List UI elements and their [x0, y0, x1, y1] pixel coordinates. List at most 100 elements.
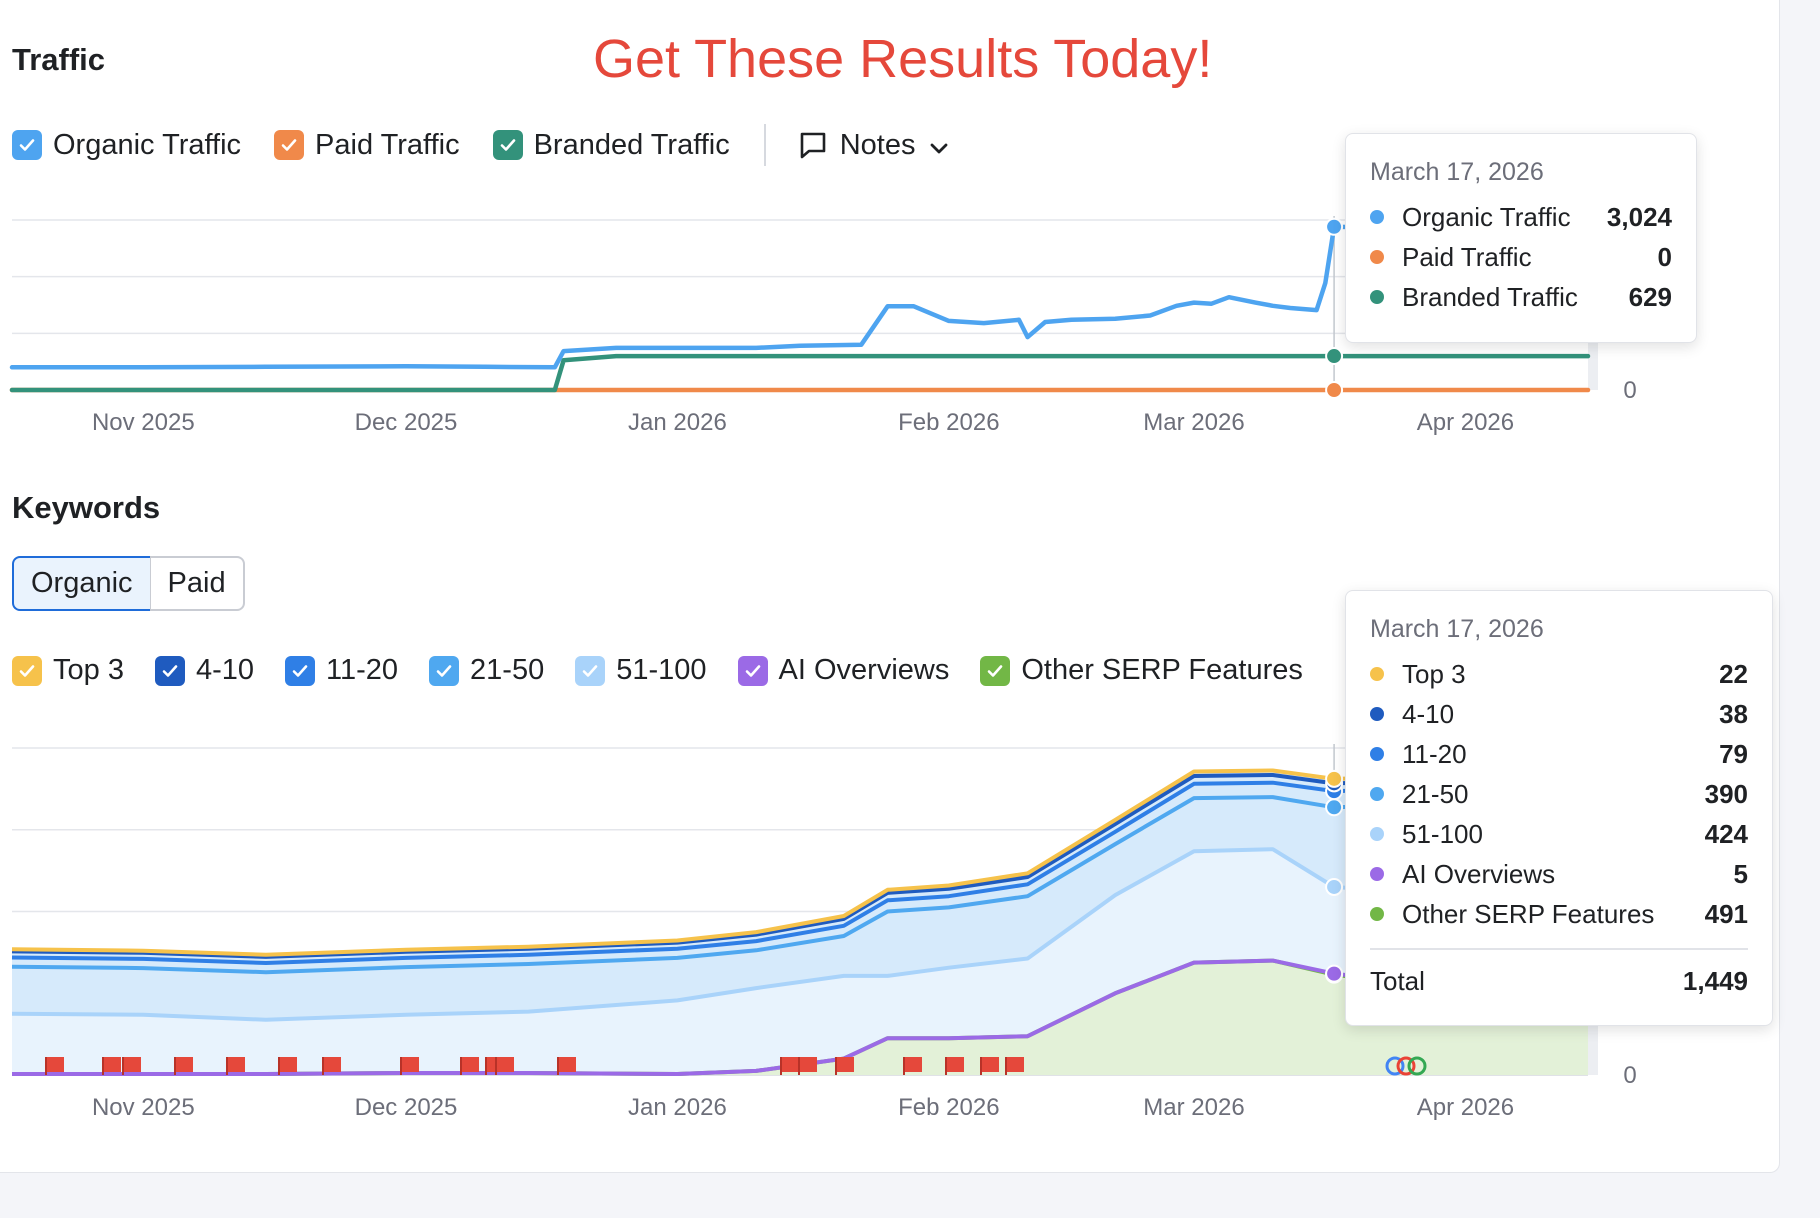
series-dot-icon: [1370, 290, 1384, 304]
serp-change-flag-icon: [45, 1057, 64, 1075]
keywords-title: Keywords: [12, 490, 161, 525]
x-tick-label: Feb 2026: [898, 1094, 999, 1121]
marker-point-branded-traffic: [1325, 347, 1344, 366]
checkbox-icon[interactable]: [154, 655, 185, 686]
traffic-legend: Organic Traffic Paid Traffic Branded Tra…: [12, 124, 950, 166]
tooltip-row-branded: Branded Traffic 629: [1370, 277, 1672, 317]
serp-change-flag-icon: [226, 1057, 245, 1075]
notes-dropdown[interactable]: Notes: [798, 129, 950, 162]
tooltip-total-label: Total: [1370, 965, 1425, 996]
serp-change-flag-icon: [102, 1057, 121, 1075]
checkbox-icon[interactable]: [575, 655, 606, 686]
tooltip-label: Top 3: [1402, 658, 1466, 689]
report-card: Traffic Get These Results Today! Organic…: [0, 0, 1780, 1173]
series-dot-icon: [1370, 707, 1384, 721]
checkbox-icon[interactable]: [492, 130, 523, 160]
tooltip-label: 21-50: [1402, 778, 1469, 809]
checkbox-icon[interactable]: [429, 655, 460, 686]
y-tick-label: 0: [1623, 377, 1636, 404]
series-line-ai-overviews: [12, 958, 1589, 1076]
tab-paid[interactable]: Paid: [149, 556, 245, 611]
serp-change-flag-icon: [780, 1057, 799, 1075]
comment-icon: [800, 132, 826, 159]
legend-divider: [763, 124, 766, 166]
legend-21-50[interactable]: 21-50: [429, 654, 544, 687]
legend-11-20[interactable]: 11-20: [285, 654, 398, 687]
checkbox-icon[interactable]: [285, 655, 315, 686]
marker-point-21-50: [1325, 798, 1344, 817]
traffic-chart[interactable]: Nov 2025 Dec 2025 Jan 2026 Feb 2026 Mar 2026…: [0, 190, 1779, 450]
series-line-organic-traffic: [9, 224, 1591, 370]
checkbox-icon[interactable]: [12, 655, 42, 686]
keywords-type-toggle: Organic Paid: [12, 556, 245, 611]
tooltip-row-11-20: 11-20 79: [1370, 734, 1748, 774]
serp-change-flag-icon: [322, 1057, 341, 1075]
series-dot-icon: [1370, 210, 1384, 224]
serp-change-flag-icon: [1005, 1057, 1024, 1075]
tooltip-label: Organic Traffic: [1402, 201, 1571, 232]
checkbox-icon[interactable]: [980, 655, 1011, 686]
area-51-100: [12, 849, 1588, 1074]
tooltip-row-51-100: 51-100 424: [1370, 814, 1748, 854]
x-tick-label: Mar 2026: [1143, 409, 1244, 436]
series-dot-icon: [1370, 747, 1384, 761]
legend-51-100[interactable]: 51-100: [575, 654, 707, 687]
tab-organic[interactable]: Organic: [12, 556, 150, 611]
tooltip-value: 491: [1704, 898, 1748, 929]
tooltip-value: 22: [1719, 658, 1748, 689]
legend-label: 11-20: [326, 654, 399, 686]
tooltip-label: 51-100: [1402, 818, 1483, 849]
serp-change-flag-icon: [945, 1057, 964, 1075]
serp-change-flag-icon: [835, 1057, 854, 1075]
serp-change-flag-icon: [460, 1057, 479, 1075]
serp-change-flag-icon: [174, 1057, 193, 1075]
checkbox-icon[interactable]: [737, 655, 768, 686]
legend-label: Organic Traffic: [53, 128, 242, 161]
tooltip-row-other-serp-features: Other SERP Features 491: [1370, 894, 1748, 934]
series-dot-icon: [1370, 787, 1384, 801]
tooltip-total-value: 1,449: [1682, 965, 1748, 996]
tooltip-value: 424: [1704, 818, 1748, 849]
x-tick-label: Apr 2026: [1417, 1094, 1514, 1121]
x-tick-label: Jan 2026: [628, 1094, 727, 1121]
keywords-legend: Top 3 4-10 11-20 21-50 51-100 AI Overvie…: [12, 654, 1303, 687]
legend-top-3[interactable]: Top 3: [12, 654, 124, 687]
legend-label: Other SERP Features: [1021, 654, 1303, 686]
legend-paid-traffic[interactable]: Paid Traffic: [274, 129, 460, 162]
tooltip-value: 38: [1719, 698, 1748, 729]
traffic-tooltip: March 17, 2026 Organic Traffic 3,024 Pai…: [1345, 133, 1697, 343]
tooltip-value: 3,024: [1606, 201, 1672, 232]
keywords-tooltip: March 17, 2026 Top 3 22 4-10 38 11-20 79…: [1345, 590, 1773, 1026]
serp-change-flag-icon: [798, 1057, 817, 1075]
x-tick-label: Nov 2025: [92, 409, 195, 436]
legend-ai-overviews[interactable]: AI Overviews: [737, 654, 950, 687]
series-line-51-100: [11, 847, 1589, 1022]
serp-change-flag-icon: [980, 1057, 999, 1075]
serp-change-flag-icon: [122, 1057, 141, 1075]
checkbox-icon[interactable]: [274, 130, 305, 160]
chevron-down-icon: [930, 143, 947, 154]
marker-point-organic-traffic: [1325, 217, 1344, 236]
legend-4-10[interactable]: 4-10: [154, 654, 254, 687]
legend-other-serp-features[interactable]: Other SERP Features: [980, 654, 1303, 687]
legend-organic-traffic[interactable]: Organic Traffic: [12, 129, 241, 162]
serp-change-flag-icon: [903, 1057, 922, 1075]
marker-point-ai-overviews: [1325, 964, 1344, 983]
legend-label: AI Overviews: [778, 654, 950, 686]
tooltip-value: 5: [1733, 858, 1748, 889]
tooltip-row-paid: Paid Traffic 0: [1370, 237, 1672, 277]
area-other-serp-features: [12, 960, 1588, 1075]
tooltip-row-top-3: Top 3 22: [1370, 654, 1748, 694]
legend-branded-traffic[interactable]: Branded Traffic: [492, 129, 730, 162]
tooltip-date: March 17, 2026: [1370, 615, 1544, 643]
series-dot-icon: [1370, 907, 1384, 921]
y-tick-label: 0: [1623, 1062, 1636, 1089]
checkbox-icon[interactable]: [12, 130, 42, 160]
x-tick-label: Mar 2026: [1143, 1094, 1244, 1121]
tooltip-value: 79: [1719, 738, 1748, 769]
legend-label: 21-50: [470, 654, 545, 686]
tooltip-value: 0: [1657, 241, 1672, 272]
serp-change-flag-icon: [557, 1057, 576, 1075]
x-tick-label: Nov 2025: [92, 1094, 195, 1121]
marker-point-51-100: [1325, 877, 1344, 896]
